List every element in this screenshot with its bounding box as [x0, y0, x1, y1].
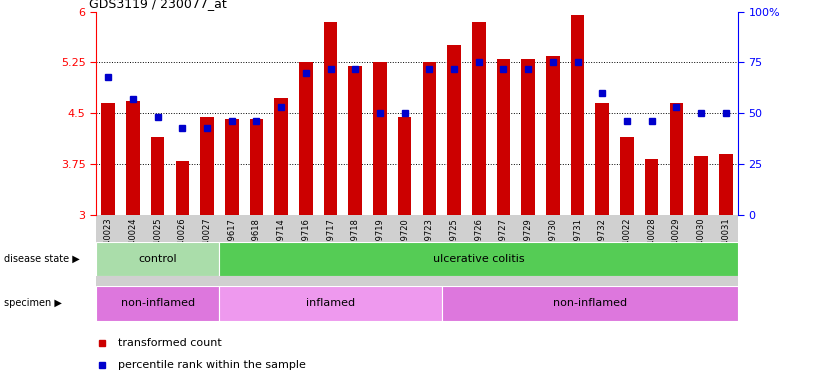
- Bar: [713, 215, 738, 317]
- Text: non-inflamed: non-inflamed: [121, 298, 194, 308]
- Bar: [269, 215, 294, 317]
- Bar: [244, 215, 269, 317]
- Bar: [521, 59, 535, 215]
- Bar: [694, 156, 708, 215]
- Text: transformed count: transformed count: [118, 338, 222, 348]
- Bar: [417, 215, 442, 317]
- Bar: [565, 215, 590, 317]
- Bar: [719, 154, 732, 215]
- Text: percentile rank within the sample: percentile rank within the sample: [118, 360, 306, 370]
- Bar: [225, 119, 239, 215]
- Bar: [620, 137, 634, 215]
- Bar: [274, 98, 288, 215]
- Bar: [570, 15, 585, 215]
- Bar: [219, 242, 738, 276]
- Bar: [645, 159, 658, 215]
- Bar: [96, 215, 121, 317]
- Bar: [595, 103, 609, 215]
- Bar: [447, 45, 461, 215]
- Text: GDS3119 / 230077_at: GDS3119 / 230077_at: [89, 0, 227, 10]
- Bar: [219, 286, 442, 321]
- Bar: [491, 215, 515, 317]
- Bar: [442, 215, 466, 317]
- Bar: [515, 215, 540, 317]
- Bar: [466, 215, 491, 317]
- Text: ulcerative colitis: ulcerative colitis: [433, 254, 525, 264]
- Bar: [398, 117, 411, 215]
- Bar: [219, 215, 244, 317]
- Bar: [176, 161, 189, 215]
- Text: disease state ▶: disease state ▶: [4, 254, 80, 264]
- Text: inflamed: inflamed: [306, 298, 355, 308]
- Bar: [151, 137, 164, 215]
- Bar: [294, 215, 319, 317]
- Bar: [497, 59, 510, 215]
- Bar: [343, 215, 368, 317]
- Text: control: control: [138, 254, 177, 264]
- Bar: [540, 215, 565, 317]
- Bar: [670, 103, 683, 215]
- Bar: [615, 215, 640, 317]
- Bar: [546, 56, 560, 215]
- Bar: [324, 22, 337, 215]
- Text: specimen ▶: specimen ▶: [4, 298, 62, 308]
- Bar: [423, 62, 436, 215]
- Bar: [170, 215, 194, 317]
- Bar: [102, 103, 115, 215]
- Bar: [299, 62, 313, 215]
- Bar: [373, 62, 387, 215]
- Bar: [442, 286, 738, 321]
- Bar: [194, 215, 219, 317]
- Bar: [126, 101, 140, 215]
- Bar: [319, 215, 343, 317]
- Bar: [472, 22, 485, 215]
- Bar: [200, 117, 214, 215]
- Bar: [96, 286, 219, 321]
- Bar: [590, 215, 615, 317]
- Bar: [640, 215, 664, 317]
- Bar: [689, 215, 713, 317]
- Bar: [392, 215, 417, 317]
- Bar: [664, 215, 689, 317]
- Bar: [121, 215, 145, 317]
- Bar: [349, 66, 362, 215]
- Text: non-inflamed: non-inflamed: [553, 298, 627, 308]
- Bar: [249, 119, 264, 215]
- Bar: [368, 215, 392, 317]
- Bar: [145, 215, 170, 317]
- Bar: [96, 242, 219, 276]
